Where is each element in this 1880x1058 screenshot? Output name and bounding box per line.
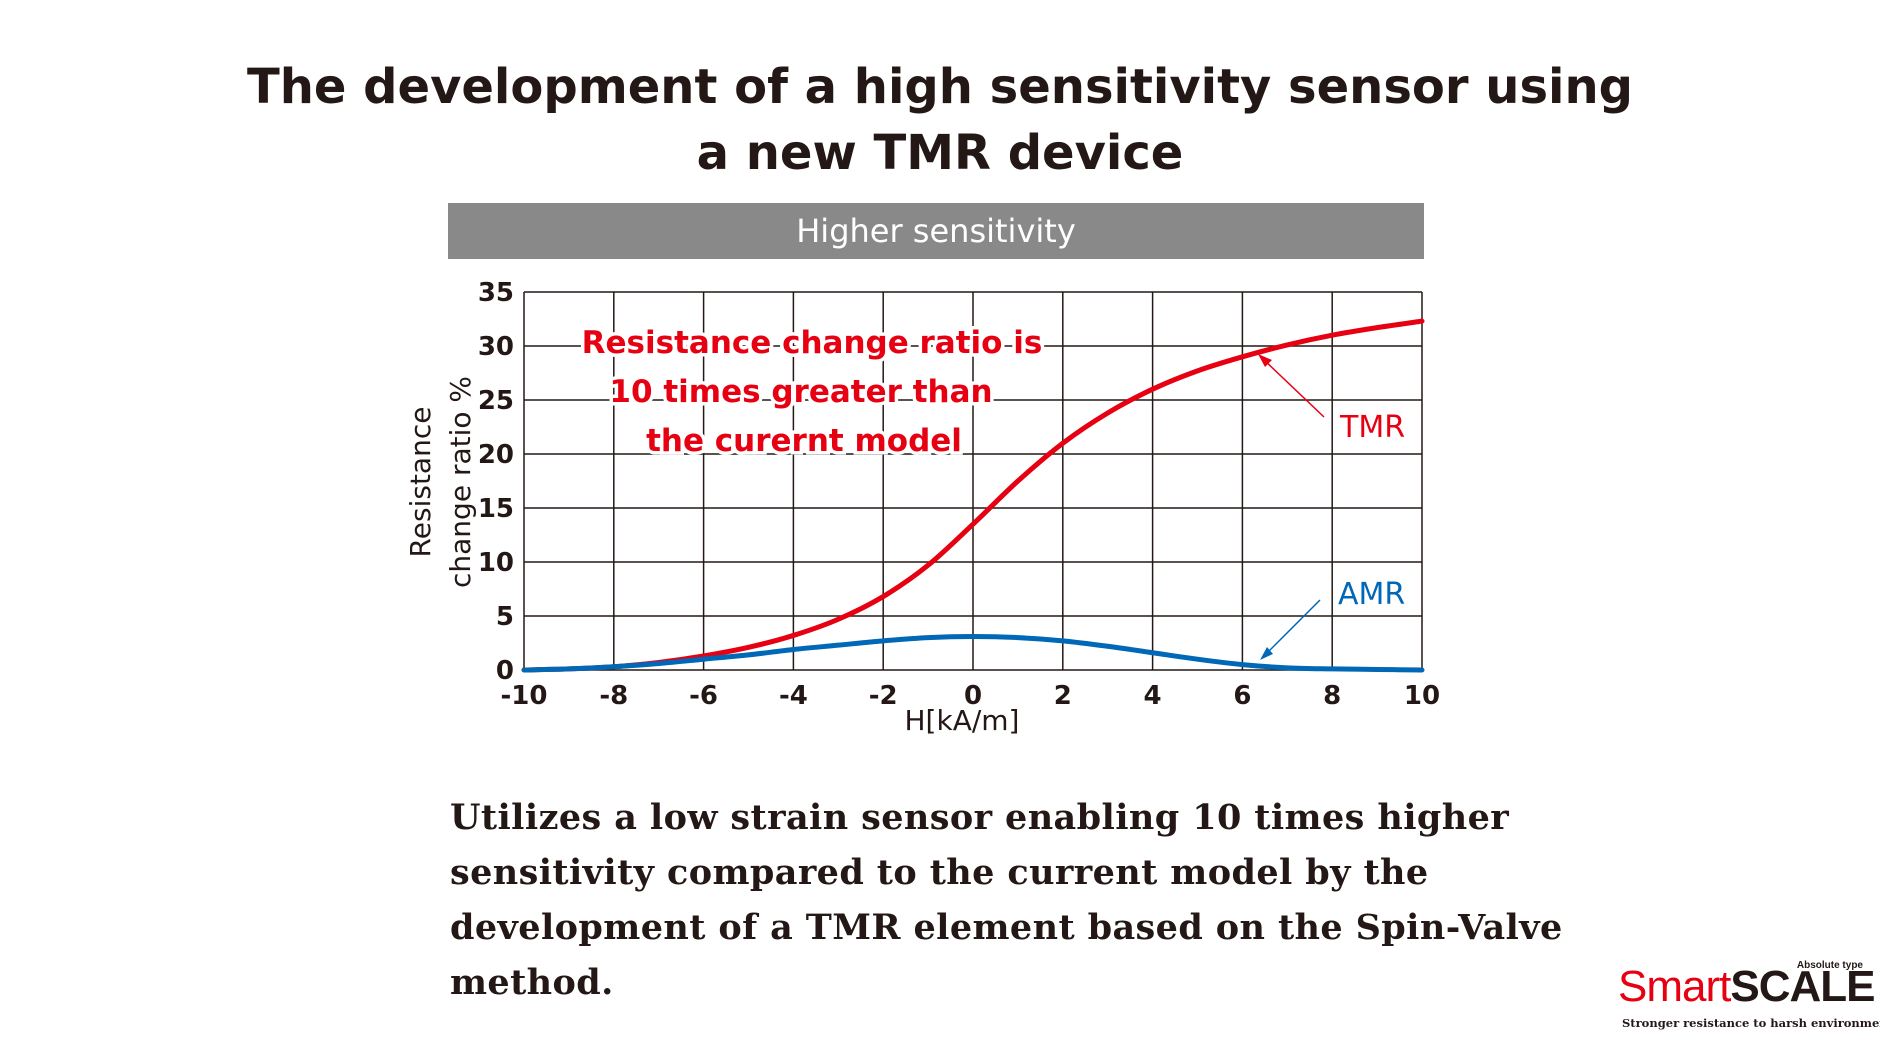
amr-pointer-arrowhead: [1260, 647, 1273, 660]
title-line-2: a new TMR device: [696, 125, 1184, 181]
x-tick-label: 8: [1323, 681, 1341, 711]
amr-label: AMR: [1338, 577, 1405, 612]
x-tick-label: 4: [1144, 681, 1162, 711]
amr-pointer-line: [1263, 599, 1321, 657]
y-tick-label: 0: [496, 656, 514, 686]
y-tick-label: 30: [478, 332, 514, 362]
x-tick-label: 2: [1054, 681, 1072, 711]
description-line-4: method.: [450, 962, 614, 1003]
x-axis-label: H[kA/m]: [905, 704, 1020, 737]
chart-grid: [523, 291, 1423, 671]
page-title: The development of a high sensitivity se…: [0, 54, 1880, 186]
chart-banner: Higher sensitivity: [448, 203, 1424, 259]
x-tick-label: -10: [501, 681, 548, 711]
annotation-line-1: Resistance change ratio is: [582, 325, 1043, 361]
logo-wordmark: SmartSCALE: [1618, 962, 1875, 1011]
smartscale-logo: Absolute type SmartSCALE Stronger resist…: [1618, 960, 1880, 1030]
logo-brand-light: Smart: [1618, 962, 1731, 1011]
y-tick-label: 5: [496, 602, 514, 632]
x-tick-label: -4: [779, 681, 808, 711]
y-tick-label: 20: [478, 440, 514, 470]
logo-tag: Absolute type: [1796, 960, 1863, 971]
chart-series: [521, 318, 1425, 673]
chart-labels: H[kA/m] Resistance change ratio % Resist…: [404, 322, 1405, 738]
x-tick-label: -6: [689, 681, 718, 711]
resistance-chart: -10 -8 -6 -4 -2 0 2 4 6 8 10 0 5 10 15 20 25 30 35 H[kA/m]…: [404, 278, 1440, 738]
annotation-line-2: 10 times greater than: [609, 374, 992, 410]
tmr-label: TMR: [1339, 410, 1405, 445]
annotation-line-3: the curernt model: [646, 423, 962, 459]
description-line-2: sensitivity compared to the current mode…: [450, 852, 1429, 893]
x-tick-label: 0: [964, 681, 982, 711]
logo-subtitle: Stronger resistance to harsh environment: [1622, 1016, 1880, 1030]
x-tick-label: 10: [1404, 681, 1440, 711]
x-tick-label: 6: [1233, 681, 1251, 711]
description-line-1: Utilizes a low strain sensor enabling 10…: [450, 797, 1510, 838]
x-tick-label: -8: [599, 681, 628, 711]
chart-ticks: -10 -8 -6 -4 -2 0 2 4 6 8 10 0 5 10 15 20 25 30 35: [478, 278, 1440, 711]
y-axis-label-line-2: change ratio %: [444, 376, 477, 588]
tmr-pointer-arrowhead: [1258, 354, 1272, 367]
tmr-pointer-line: [1261, 357, 1325, 418]
series-line-amr: [521, 634, 1425, 673]
y-tick-label: 15: [478, 494, 514, 524]
y-tick-label: 10: [478, 548, 514, 578]
y-tick-label: 35: [478, 278, 514, 308]
description: Utilizes a low strain sensor enabling 10…: [450, 790, 1563, 1010]
title-line-1: The development of a high sensitivity se…: [246, 59, 1634, 115]
description-line-3: development of a TMR element based on th…: [450, 907, 1563, 948]
x-tick-label: -2: [869, 681, 898, 711]
logo-brand-bold: SCALE: [1730, 962, 1875, 1011]
y-tick-label: 25: [478, 386, 514, 416]
y-axis-label-line-1: Resistance: [404, 407, 437, 558]
